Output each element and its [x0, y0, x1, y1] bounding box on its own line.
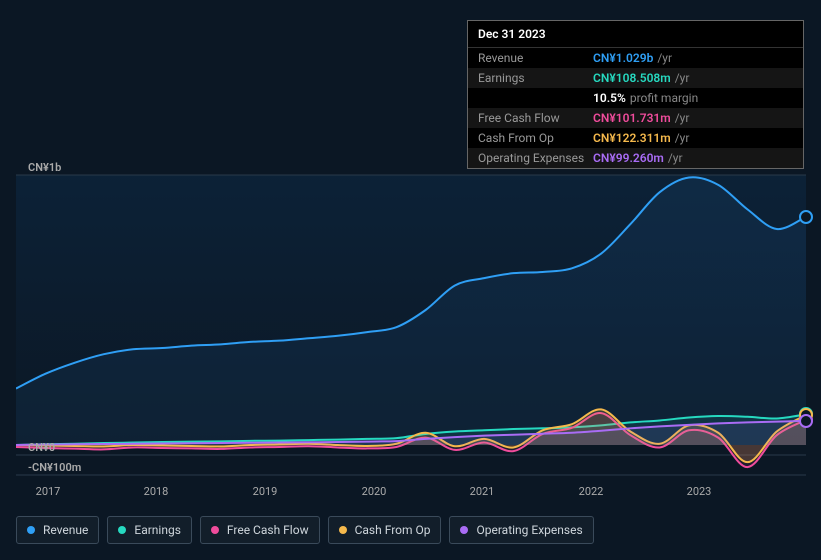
tooltip-row: Cash From OpCN¥122.311m/yr: [468, 128, 803, 148]
y-axis-label: CN¥1b: [24, 161, 28, 174]
tooltip-row: 10.5% profit margin: [468, 88, 803, 108]
legend-label: Earnings: [134, 523, 181, 537]
tooltip-row: RevenueCN¥1.029b/yr: [468, 48, 803, 68]
legend-dot: [27, 526, 35, 534]
chart-svg: [16, 160, 806, 480]
legend-label: Revenue: [43, 523, 88, 537]
x-axis-label: 2022: [579, 485, 604, 498]
legend-label: Free Cash Flow: [227, 523, 309, 537]
legend-item[interactable]: Revenue: [16, 516, 99, 544]
tooltip-label: Cash From Op: [478, 131, 593, 145]
tooltip-unit: /yr: [675, 71, 690, 85]
x-axis-label: 2019: [253, 485, 278, 498]
x-axis-label: 2021: [470, 485, 495, 498]
tooltip-unit: profit margin: [630, 91, 698, 105]
tooltip-value: 10.5%: [593, 91, 626, 105]
y-axis-label: -CN¥100m: [24, 461, 28, 474]
legend-dot: [339, 526, 347, 534]
legend-item[interactable]: Operating Expenses: [449, 516, 593, 544]
x-axis-label: 2023: [687, 485, 712, 498]
x-axis-label: 2020: [362, 485, 387, 498]
tooltip-value: CN¥108.508m: [593, 71, 671, 85]
legend-dot: [118, 526, 126, 534]
tooltip-unit: /yr: [675, 111, 690, 125]
chart-tooltip: Dec 31 2023 RevenueCN¥1.029b/yrEarningsC…: [467, 20, 804, 169]
series-endpoint: [799, 210, 813, 224]
tooltip-label: Revenue: [478, 51, 593, 65]
legend-label: Cash From Op: [355, 523, 431, 537]
legend-item[interactable]: Earnings: [107, 516, 192, 544]
legend-dot: [460, 526, 468, 534]
tooltip-value: CN¥1.029b: [593, 51, 653, 65]
legend-item[interactable]: Free Cash Flow: [200, 516, 320, 544]
tooltip-unit: /yr: [657, 51, 672, 65]
x-axis-label: 2018: [144, 485, 169, 498]
tooltip-label: [478, 91, 593, 105]
y-axis-label: CN¥0: [24, 441, 28, 454]
tooltip-row: EarningsCN¥108.508m/yr: [468, 68, 803, 88]
tooltip-row: Free Cash FlowCN¥101.731m/yr: [468, 108, 803, 128]
tooltip-unit: /yr: [675, 131, 690, 145]
legend-dot: [211, 526, 219, 534]
legend: Revenue Earnings Free Cash Flow Cash From O…: [16, 516, 594, 544]
tooltip-value: CN¥101.731m: [593, 111, 671, 125]
chart-area: CN¥1b CN¥0 -CN¥100m: [16, 160, 806, 480]
x-axis-label: 2017: [36, 485, 61, 498]
tooltip-label: Earnings: [478, 71, 593, 85]
tooltip-date: Dec 31 2023: [468, 21, 803, 48]
tooltip-value: CN¥122.311m: [593, 131, 671, 145]
tooltip-label: Free Cash Flow: [478, 111, 593, 125]
legend-label: Operating Expenses: [476, 523, 582, 537]
legend-item[interactable]: Cash From Op: [328, 516, 442, 544]
series-endpoint: [799, 414, 813, 428]
